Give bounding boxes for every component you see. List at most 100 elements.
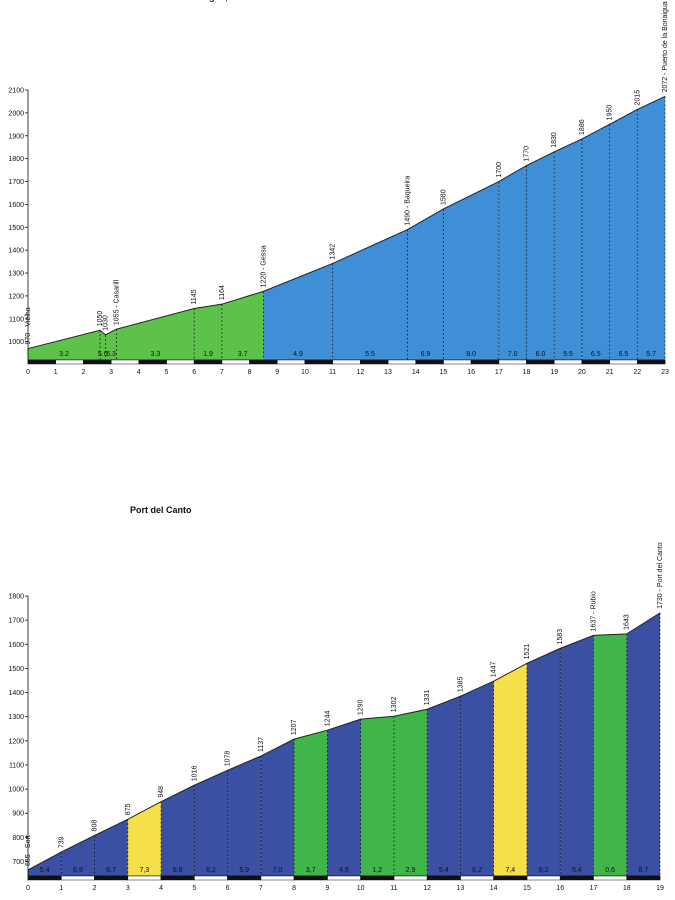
point-label: 1490 - Baqueira (404, 176, 411, 226)
x-tick-label: 9 (275, 369, 279, 376)
segment (28, 330, 101, 360)
y-tick-label: 800 (12, 835, 24, 842)
gradient-label: 1.9 (203, 351, 213, 358)
point-label: 1950 (607, 105, 614, 121)
km-band (360, 875, 395, 881)
segment (609, 109, 638, 360)
gradient-label: 4,6 (339, 867, 349, 874)
chart-title: Port del Canto (130, 505, 192, 515)
x-tick-label: 16 (556, 885, 564, 892)
segment (427, 696, 461, 876)
gradient-label: 0,6 (605, 867, 615, 874)
y-tick-label: 1200 (8, 293, 24, 300)
y-tick-label: 1400 (8, 690, 24, 697)
gradient-label: 7.0 (508, 351, 518, 358)
point-label: 1220 - Gessa (260, 245, 267, 287)
point-label: 1078 (225, 751, 232, 767)
x-tick-label: 5 (192, 885, 196, 892)
x-tick-label: 18 (623, 885, 631, 892)
y-tick-label: 1800 (8, 594, 24, 601)
x-tick-label: 3 (126, 885, 130, 892)
gradient-label: 6,2 (472, 867, 482, 874)
point-label: 739 (58, 836, 65, 848)
km-band (526, 875, 561, 881)
x-tick-label: 15 (523, 885, 531, 892)
segment (260, 739, 295, 876)
segment (221, 291, 264, 360)
point-label: 1030 (103, 315, 110, 331)
x-tick-label: 0 (26, 369, 30, 376)
segment (626, 612, 660, 876)
x-tick-label: 11 (329, 369, 336, 376)
segment (332, 229, 408, 360)
point-label: 1302 (391, 697, 398, 713)
segment (493, 663, 527, 876)
km-band (293, 875, 328, 881)
point-label: 1342 (330, 244, 337, 260)
point-label: 1016 (191, 766, 198, 782)
point-label: 1583 (557, 629, 564, 645)
x-tick-label: 12 (423, 885, 431, 892)
km-band (138, 359, 167, 365)
gradient-label: 5,4 (572, 867, 582, 874)
segment (443, 181, 499, 360)
km-band (327, 875, 361, 881)
km-band (304, 359, 333, 365)
km-band (227, 875, 262, 881)
x-tick-label: 15 (440, 369, 448, 376)
segment (194, 304, 222, 360)
km-band (194, 875, 228, 881)
km-band (393, 875, 428, 881)
y-tick-label: 1300 (8, 271, 24, 278)
y-tick-label: 1400 (8, 248, 24, 255)
gradient-label: 5,4 (439, 867, 449, 874)
km-band (160, 875, 195, 881)
point-label: 1207 (291, 719, 298, 735)
x-tick-label: 10 (301, 369, 309, 376)
point-label: 1137 (258, 737, 265, 752)
x-tick-label: 2 (93, 885, 97, 892)
km-band (498, 359, 527, 365)
gradient-label: 6,7 (106, 867, 116, 874)
segment (227, 756, 261, 876)
y-tick-label: 1600 (8, 642, 24, 649)
gradient-label: 3.7 (238, 351, 248, 358)
x-tick-label: 6 (226, 885, 230, 892)
x-tick-label: 20 (578, 369, 586, 376)
x-tick-label: 9 (325, 885, 329, 892)
segment (560, 635, 594, 876)
gradient-label: 6.5 (591, 351, 601, 358)
y-tick-label: 1500 (8, 666, 24, 673)
km-band (637, 359, 666, 365)
segment (393, 709, 428, 876)
segment (526, 151, 555, 360)
chart-title: Puerto de la Bonaigua, da Vielha (130, 0, 270, 2)
y-tick-label: 900 (12, 811, 24, 818)
km-band (526, 359, 555, 365)
gradient-label: 6.3 (106, 351, 116, 358)
km-band (443, 359, 472, 365)
km-band (559, 875, 594, 881)
point-label: 1700 (496, 162, 503, 178)
x-tick-label: 1 (59, 885, 63, 892)
x-tick-label: 17 (495, 369, 503, 376)
km-band (460, 875, 494, 881)
point-label: 1244 (324, 711, 331, 727)
y-tick-label: 1100 (9, 762, 24, 769)
km-band (166, 359, 195, 365)
gradient-label: 5,4 (40, 867, 50, 874)
point-label: 1055 - Casarill (114, 280, 121, 326)
segment (61, 835, 95, 876)
point-label: 970 - Vielha (25, 307, 32, 344)
y-tick-label: 1000 (8, 339, 24, 346)
x-tick-label: 7 (259, 885, 263, 892)
y-tick-label: 2100 (8, 88, 24, 95)
km-band (249, 359, 278, 365)
profile-line (27, 612, 661, 871)
gradient-label: 6,8 (173, 867, 183, 874)
point-label: 1643 (624, 614, 631, 630)
km-band (221, 359, 250, 365)
segment (407, 208, 444, 360)
gradient-label: 7,0 (273, 867, 283, 874)
